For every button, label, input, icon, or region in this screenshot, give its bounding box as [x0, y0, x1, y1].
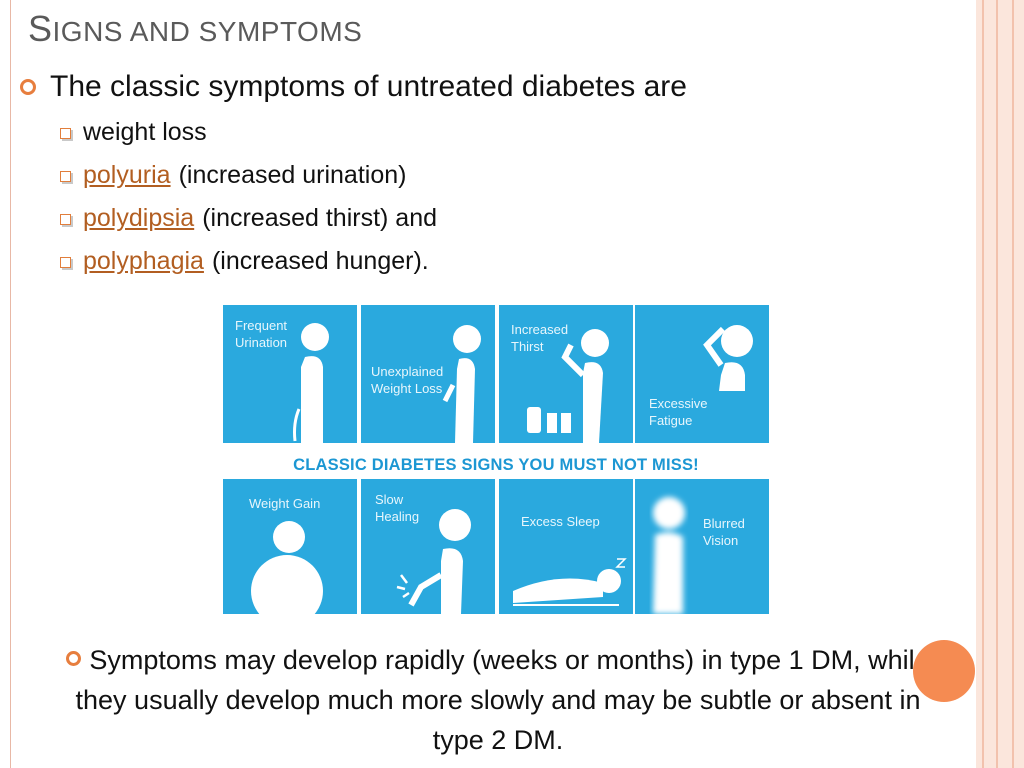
panel-label-line1: Weight Gain — [249, 496, 321, 511]
panel-label-line1: Blurred — [703, 516, 745, 531]
symptom-item: polydipsia (increased thirst) and — [60, 204, 437, 233]
panel-weight-gain: Weight Gain — [223, 479, 357, 614]
injured-person-icon — [396, 509, 471, 614]
title-rest: IGNS AND SYMPTOMS — [52, 16, 363, 47]
symptom-link-polydipsia[interactable]: polydipsia — [83, 204, 195, 232]
panel-label-line2: Vision — [703, 533, 739, 548]
slide-right-band — [976, 0, 1024, 768]
urinating-person-icon — [293, 323, 329, 443]
blurred-person-icon — [653, 497, 685, 614]
symptom-link-polyphagia[interactable]: polyphagia — [83, 247, 204, 275]
symptom-item: polyuria (increased urination) — [60, 161, 406, 190]
panel-blurred-vision: Blurred Vision — [635, 479, 769, 614]
note-paragraph: Symptoms may develop rapidly (weeks or m… — [58, 640, 938, 760]
panel-label-line1: Excessive — [649, 396, 708, 411]
intro-bullet: The classic symptoms of untreated diabet… — [20, 70, 687, 104]
symptom-item: weight loss — [60, 118, 207, 147]
square-bullet-icon — [60, 257, 71, 268]
heavy-person-icon — [251, 521, 323, 614]
panel-label-line2: Thirst — [511, 339, 544, 354]
thin-person-icon — [442, 325, 481, 443]
slide-left-border — [10, 0, 11, 768]
decorative-circle — [913, 640, 975, 702]
panel-label-line1: Frequent — [235, 318, 288, 333]
panel-label-line1: Unexplained — [371, 364, 444, 379]
slide-title: SIGNS AND SYMPTOMS — [28, 8, 362, 50]
symptom-text: (increased thirst) and — [202, 204, 438, 232]
ring-bullet-icon — [66, 651, 82, 666]
intro-text: The classic symptoms of untreated diabet… — [50, 70, 687, 103]
tired-person-icon — [703, 325, 753, 391]
diabetes-signs-infographic: Frequent Urination Unexplained Weight Lo… — [223, 305, 769, 614]
panel-label-line2: Urination — [235, 335, 288, 350]
panel-excessive-fatigue: Excessive Fatigue — [635, 305, 769, 443]
panel-increased-thirst: Increased Thirst — [499, 305, 633, 443]
panel-frequent-urination: Frequent Urination — [223, 305, 357, 443]
sleeping-person-icon — [513, 558, 627, 606]
note-text: Symptoms may develop rapidly (weeks or m… — [75, 645, 930, 755]
infographic-banner: CLASSIC DIABETES SIGNS YOU MUST NOT MISS… — [293, 455, 699, 474]
symptom-link-polyuria[interactable]: polyuria — [83, 161, 171, 189]
square-bullet-icon — [60, 171, 71, 182]
panel-unexplained-weight-loss: Unexplained Weight Loss — [361, 305, 495, 443]
panel-label-line2: Healing — [375, 509, 420, 524]
symptom-text: weight loss — [83, 118, 207, 146]
title-initial: S — [28, 8, 53, 49]
panel-label-line1: Slow — [375, 492, 404, 507]
panel-excess-sleep: Excess Sleep — [499, 479, 633, 614]
symptom-item: polyphagia (increased hunger). — [60, 247, 429, 276]
drinking-person-icon — [527, 329, 609, 443]
panel-label-line2: Weight Loss — [371, 381, 443, 396]
symptom-text: (increased urination) — [178, 161, 407, 189]
symptom-text: (increased hunger). — [211, 247, 429, 275]
square-bullet-icon — [60, 128, 71, 139]
panel-label-line1: Increased — [511, 322, 569, 337]
panel-slow-healing: Slow Healing — [361, 479, 495, 614]
ring-bullet-icon — [20, 79, 36, 95]
panel-label-line1: Excess Sleep — [521, 514, 600, 529]
square-bullet-icon — [60, 214, 71, 225]
panel-label-line2: Fatigue — [649, 413, 693, 428]
